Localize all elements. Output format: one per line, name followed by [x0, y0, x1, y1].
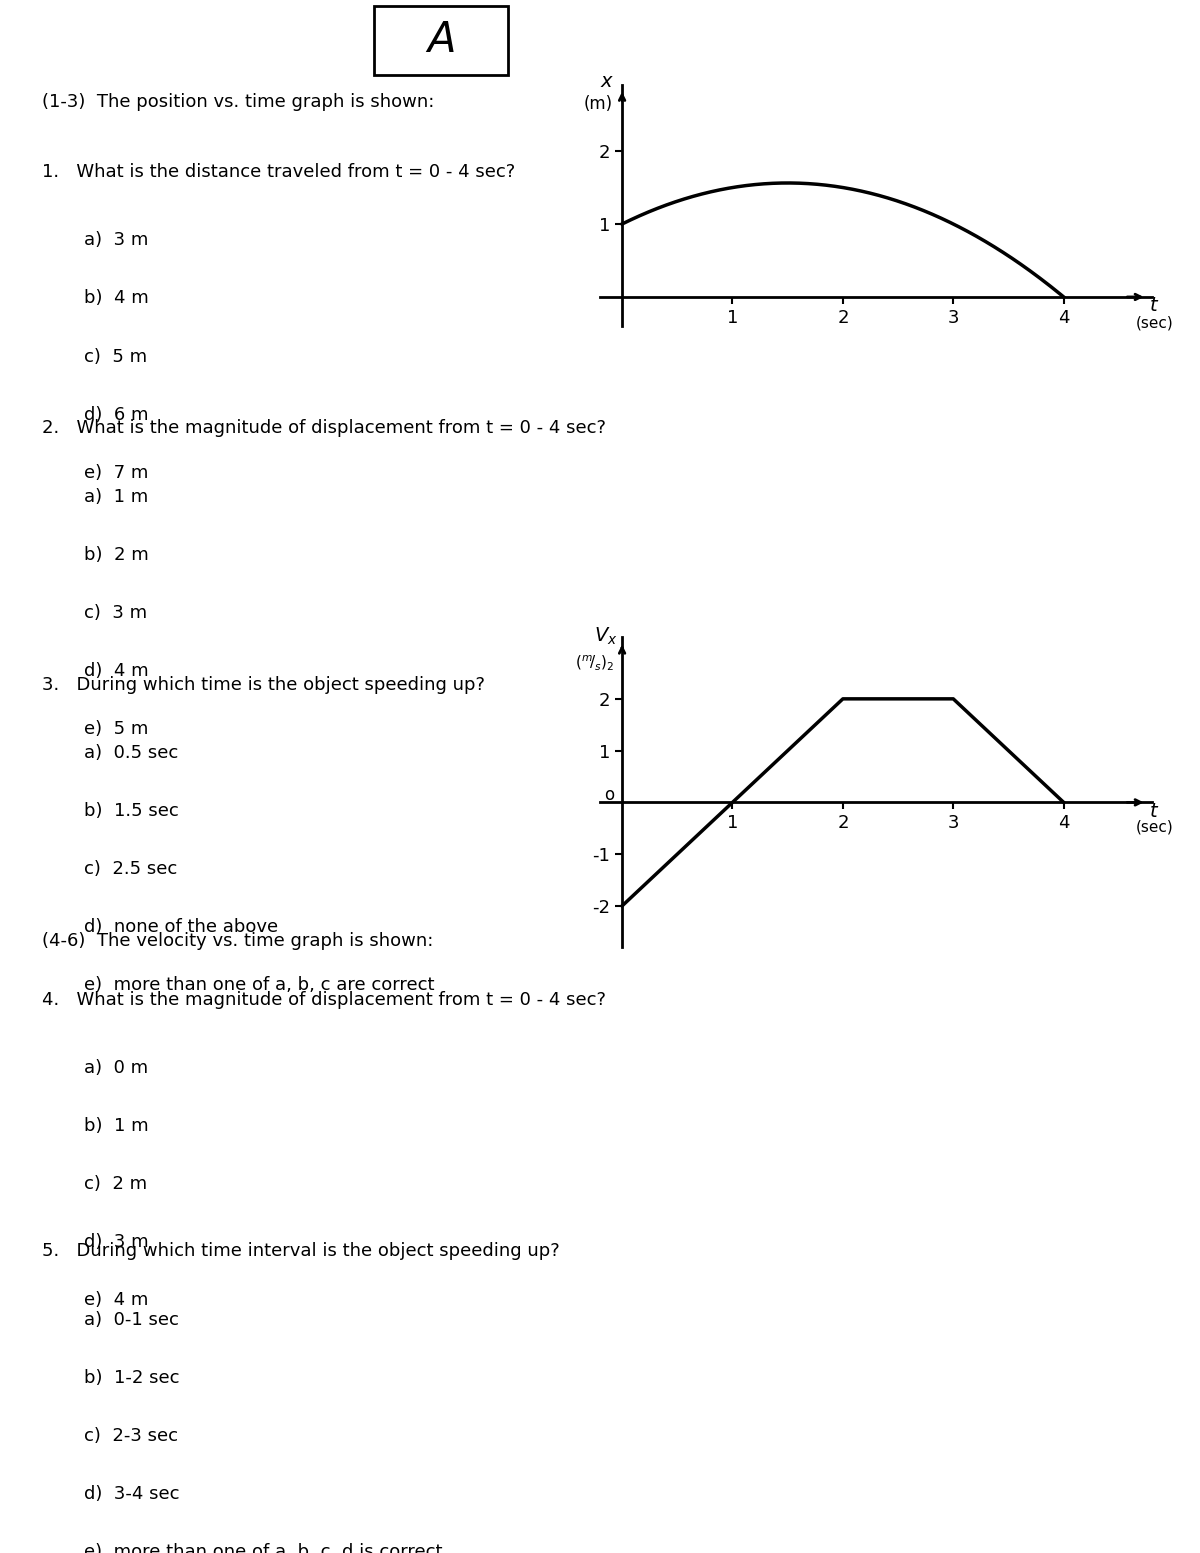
Text: e)  7 m: e) 7 m: [84, 464, 149, 481]
Text: d)  none of the above: d) none of the above: [84, 918, 278, 936]
Text: c)  3 m: c) 3 m: [84, 604, 148, 621]
Text: $t$: $t$: [1150, 297, 1159, 315]
Text: b)  1.5 sec: b) 1.5 sec: [84, 801, 179, 820]
Text: (1-3)  The position vs. time graph is shown:: (1-3) The position vs. time graph is sho…: [42, 93, 434, 112]
Text: a)  0 m: a) 0 m: [84, 1059, 148, 1078]
Text: 4.   What is the magnitude of displacement from t = 0 - 4 sec?: 4. What is the magnitude of displacement…: [42, 991, 606, 1009]
Text: 3.   During which time is the object speeding up?: 3. During which time is the object speed…: [42, 676, 485, 694]
Text: a)  0.5 sec: a) 0.5 sec: [84, 744, 179, 763]
Text: a)  1 m: a) 1 m: [84, 488, 149, 506]
Text: e)  more than one of a, b, c are correct: e) more than one of a, b, c are correct: [84, 977, 434, 994]
Text: c)  2 m: c) 2 m: [84, 1176, 148, 1193]
Text: 5.   During which time interval is the object speeding up?: 5. During which time interval is the obj…: [42, 1242, 559, 1261]
Text: c)  5 m: c) 5 m: [84, 348, 148, 365]
Text: (sec): (sec): [1135, 315, 1174, 331]
Text: b)  1 m: b) 1 m: [84, 1117, 149, 1135]
Text: b)  2 m: b) 2 m: [84, 545, 149, 564]
Text: d)  6 m: d) 6 m: [84, 405, 149, 424]
Text: c)  2.5 sec: c) 2.5 sec: [84, 860, 178, 877]
Text: c)  2-3 sec: c) 2-3 sec: [84, 1427, 178, 1444]
Text: e)  4 m: e) 4 m: [84, 1292, 149, 1309]
Text: 2.   What is the magnitude of displacement from t = 0 - 4 sec?: 2. What is the magnitude of displacement…: [42, 419, 606, 438]
Text: e)  5 m: e) 5 m: [84, 721, 149, 738]
Text: $V_x$: $V_x$: [594, 626, 617, 648]
Text: o: o: [604, 786, 614, 803]
Text: A: A: [427, 19, 456, 62]
Text: a)  0-1 sec: a) 0-1 sec: [84, 1311, 179, 1329]
Text: 1.   What is the distance traveled from t = 0 - 4 sec?: 1. What is the distance traveled from t …: [42, 163, 515, 182]
Text: $x$: $x$: [600, 73, 613, 92]
Text: d)  3-4 sec: d) 3-4 sec: [84, 1485, 180, 1503]
Text: b)  4 m: b) 4 m: [84, 289, 149, 307]
Text: d)  4 m: d) 4 m: [84, 662, 149, 680]
Text: (sec): (sec): [1135, 820, 1174, 834]
Text: a)  3 m: a) 3 m: [84, 231, 149, 250]
Text: $t$: $t$: [1150, 803, 1159, 822]
FancyBboxPatch shape: [374, 6, 508, 75]
Text: (4-6)  The velocity vs. time graph is shown:: (4-6) The velocity vs. time graph is sho…: [42, 932, 433, 950]
Text: $(^m\!/_s)_2$: $(^m\!/_s)_2$: [575, 654, 614, 672]
Text: (m): (m): [583, 95, 612, 113]
Text: d)  3 m: d) 3 m: [84, 1233, 149, 1252]
Text: b)  1-2 sec: b) 1-2 sec: [84, 1368, 180, 1387]
Text: e)  more than one of a, b, c, d is correct: e) more than one of a, b, c, d is correc…: [84, 1544, 443, 1553]
